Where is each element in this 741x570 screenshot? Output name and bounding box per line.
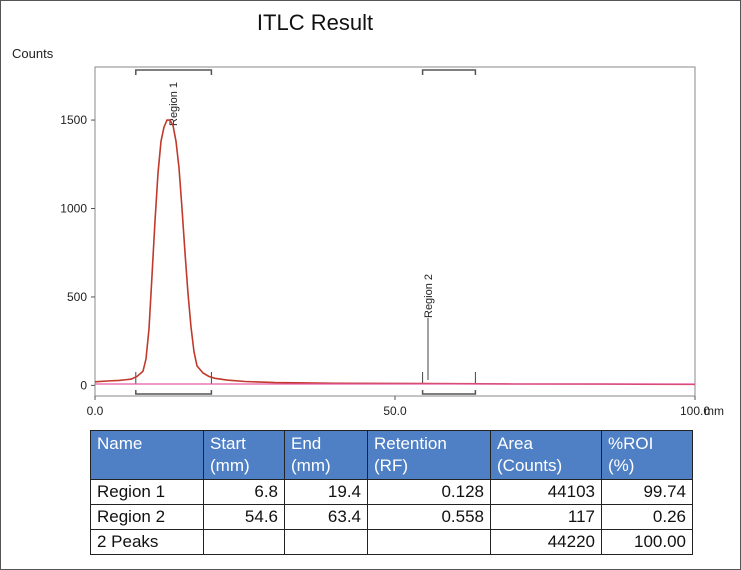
region-top-bracket <box>135 69 213 75</box>
header-area: Area (Counts) <box>490 430 602 480</box>
header-roi: %ROI (%) <box>601 430 693 480</box>
cell-area: 44103 <box>490 479 602 505</box>
header-name: Name <box>90 430 204 480</box>
series-line <box>94 119 696 386</box>
cell-roi: 99.74 <box>601 479 693 505</box>
cell-area: 44220 <box>490 529 602 555</box>
header-end: End (mm) <box>284 430 368 480</box>
table-row: 2 Peaks 44220 100.00 <box>90 529 693 555</box>
results-table: Name Start (mm) End (mm) Retention (RF) Are… <box>90 430 693 555</box>
cell-retention: 0.128 <box>367 479 491 505</box>
cell-retention <box>367 529 491 555</box>
x-tick-label: 100.0 <box>680 404 710 418</box>
table-row: Region 1 6.8 19.4 0.128 44103 99.74 <box>90 479 693 505</box>
cell-start: 54.6 <box>203 504 285 530</box>
region-label: Region 1 <box>168 82 180 126</box>
y-axis-label: Counts <box>12 46 54 61</box>
cell-area: 117 <box>490 504 602 530</box>
cell-end: 19.4 <box>284 479 368 505</box>
cell-end <box>284 529 368 555</box>
table-row: Region 2 54.6 63.4 0.558 117 0.26 <box>90 504 693 530</box>
table-header-row: Name Start (mm) End (mm) Retention (RF) Are… <box>90 430 693 480</box>
cell-roi: 100.00 <box>601 529 693 555</box>
cell-name: Region 1 <box>90 479 204 505</box>
y-tick-label: 0 <box>80 378 87 392</box>
region-bottom-bracket <box>135 390 213 395</box>
chromatogram-plot: Region 1 Region 2 0 500 1000 1500 0.0 50.0 100.… <box>60 66 724 418</box>
cell-roi: 0.26 <box>601 504 693 530</box>
cell-name: Region 2 <box>90 504 204 530</box>
cell-start <box>203 529 285 555</box>
x-unit-label: mm <box>704 404 724 418</box>
region-top-bracket <box>421 69 477 75</box>
x-tick-label: 50.0 <box>383 404 407 418</box>
header-start: Start (mm) <box>203 430 285 480</box>
cell-end: 63.4 <box>284 504 368 530</box>
cell-name: 2 Peaks <box>90 529 204 555</box>
header-retention: Retention (RF) <box>367 430 491 480</box>
region-label: Region 2 <box>423 274 435 318</box>
y-tick-label: 1500 <box>60 113 87 127</box>
plot-area <box>94 66 696 397</box>
x-tick-label: 0.0 <box>87 404 104 418</box>
y-tick-label: 500 <box>67 290 87 304</box>
cell-start: 6.8 <box>203 479 285 505</box>
cell-retention: 0.558 <box>367 504 491 530</box>
y-tick-label: 1000 <box>60 202 87 216</box>
chart-title: ITLC Result <box>256 10 374 35</box>
region-bottom-bracket <box>421 390 477 395</box>
